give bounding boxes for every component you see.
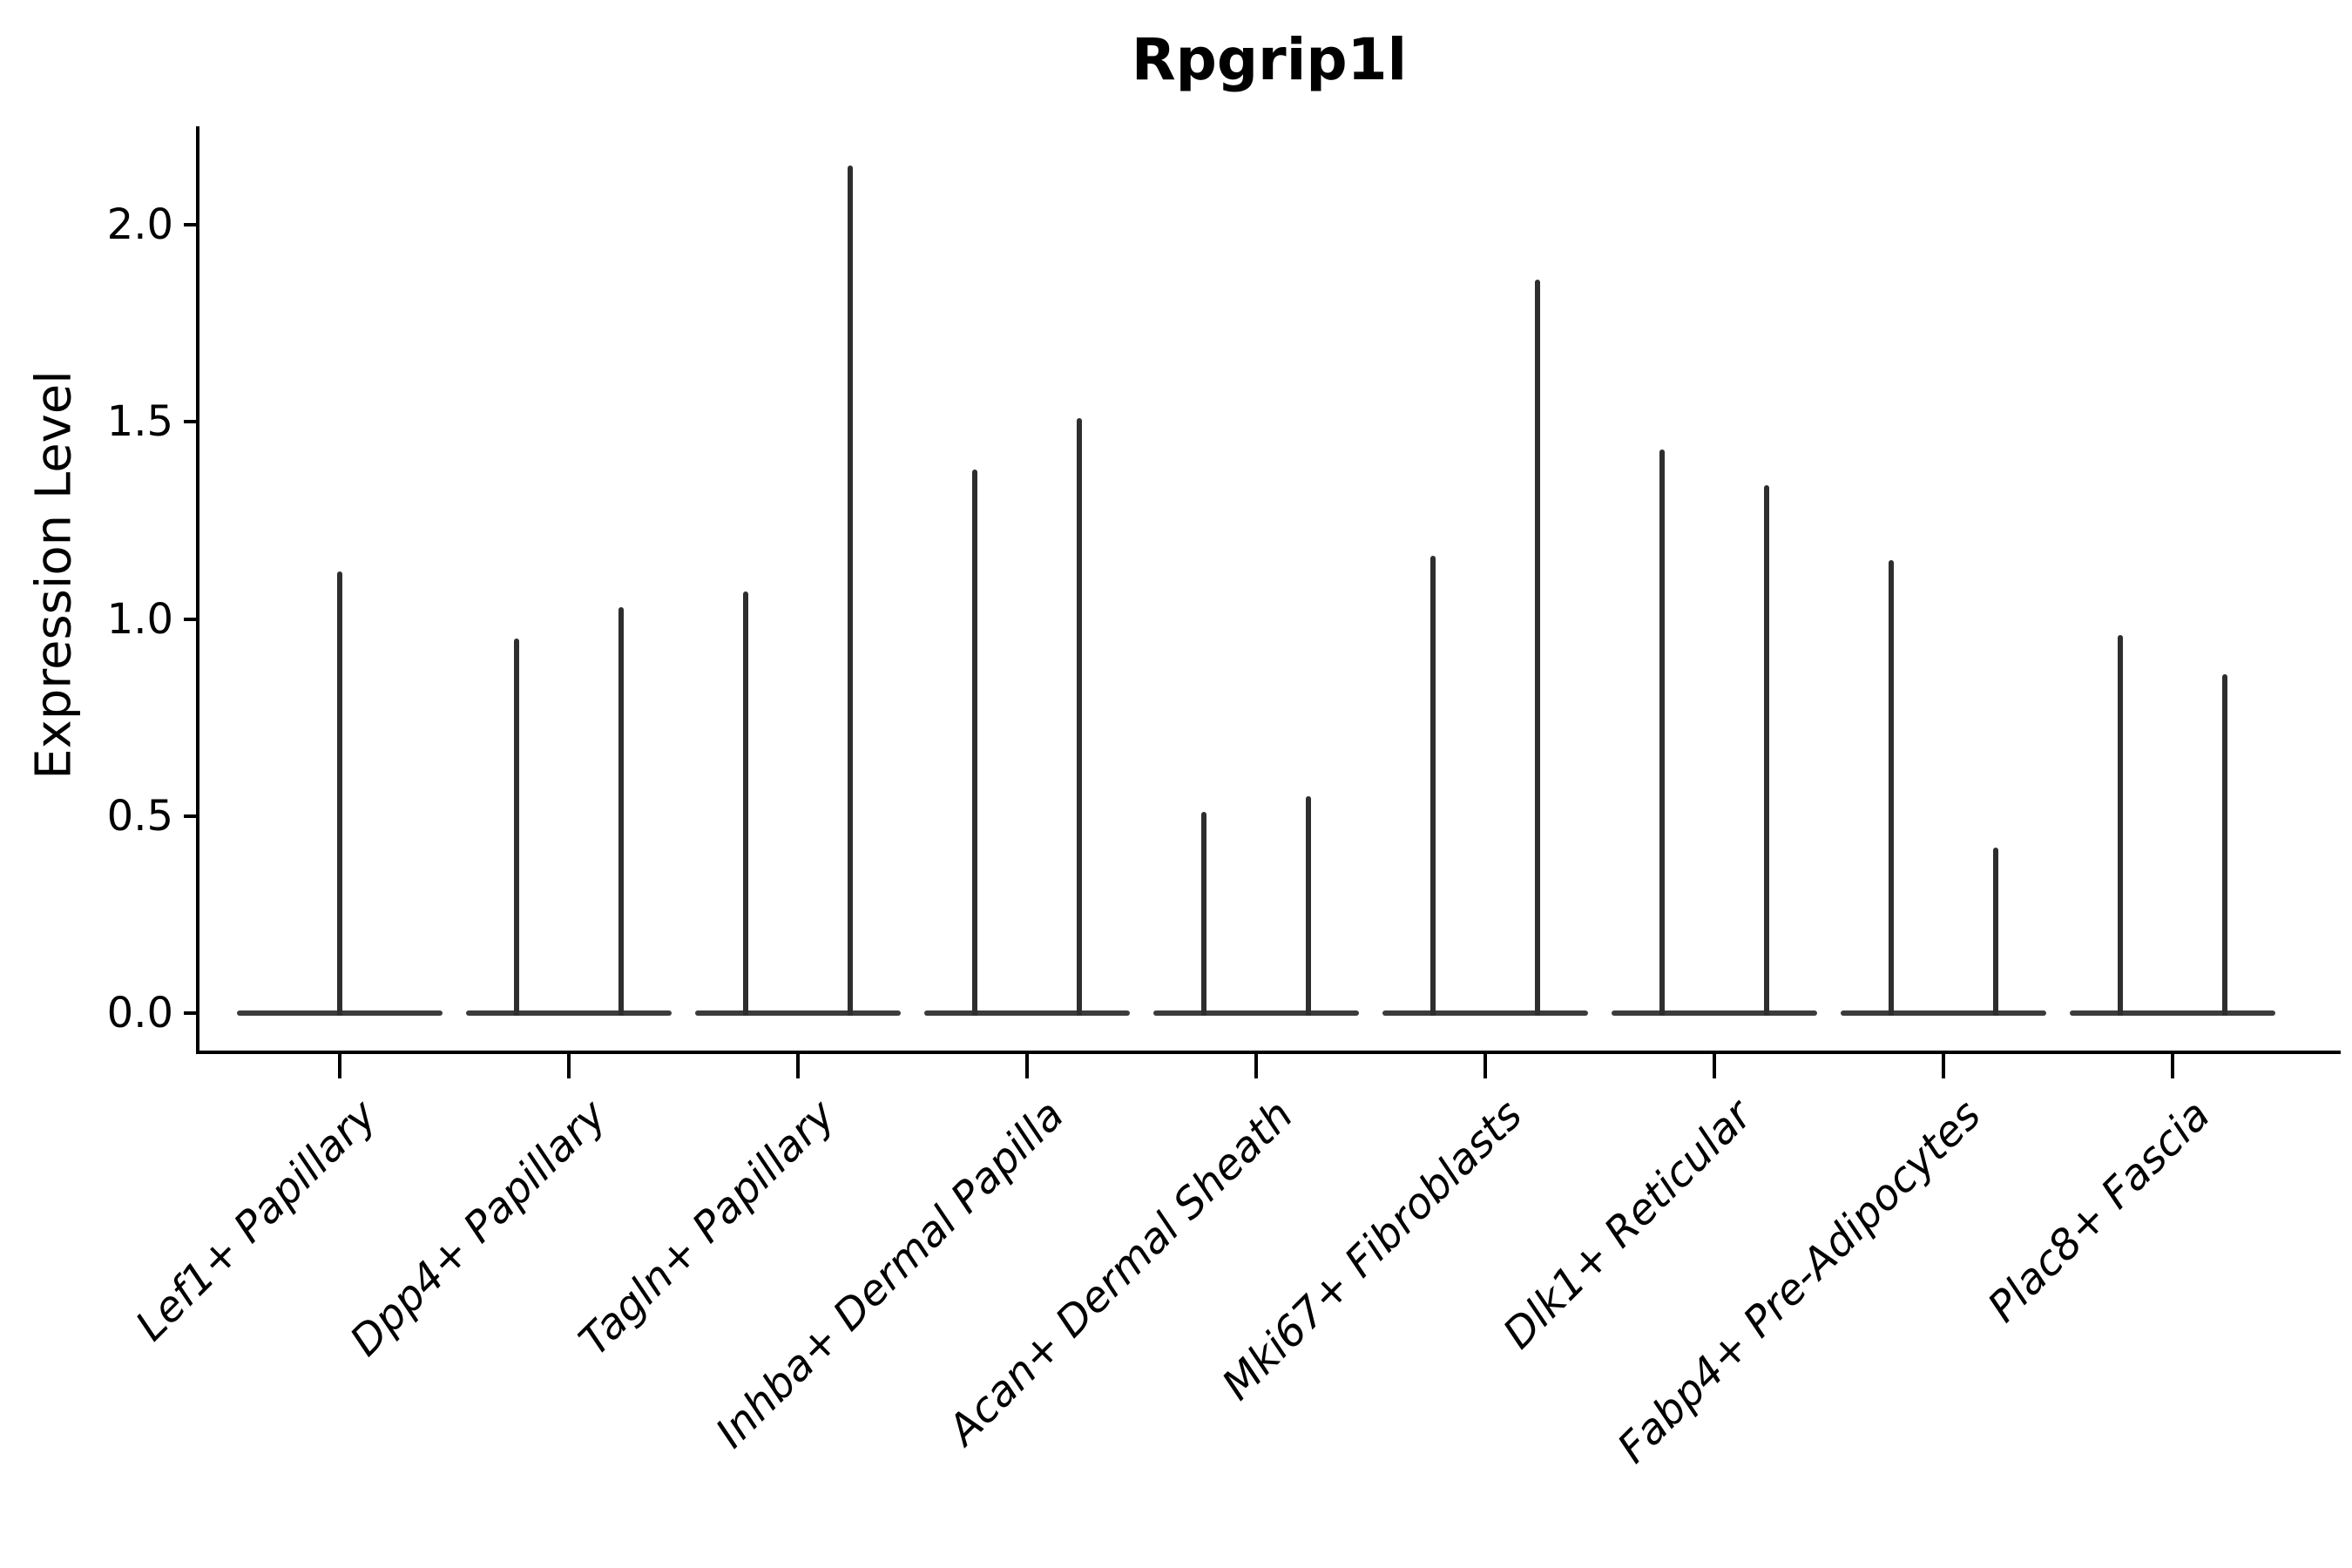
violin-spike: [1764, 484, 1769, 1016]
y-tick-label: 2.0: [106, 200, 173, 249]
x-tick: [1484, 1054, 1487, 1078]
violin-spike: [337, 571, 342, 1016]
violin-spike: [1201, 812, 1206, 1016]
x-axis-category-label: Fabp4+ Pre-Adipocytes: [1608, 1091, 1990, 1473]
violin-spike: [1993, 847, 1998, 1016]
violin-spike: [1430, 556, 1436, 1016]
violin-baseline: [466, 1010, 672, 1016]
violin-baseline: [1382, 1010, 1588, 1016]
violin-baseline: [695, 1010, 901, 1016]
y-axis-spine: [196, 126, 199, 1054]
y-tick: [184, 223, 198, 226]
violin-spike: [1535, 280, 1540, 1016]
x-axis-category-label: Tagln+ Papillary: [570, 1091, 845, 1366]
x-tick: [796, 1054, 800, 1078]
violin-spike: [743, 591, 748, 1016]
violin-spike: [2222, 673, 2227, 1016]
x-tick: [338, 1054, 341, 1078]
violin-baseline: [1841, 1010, 2046, 1016]
x-tick: [567, 1054, 571, 1078]
y-tick: [184, 420, 198, 424]
violin-baseline: [1153, 1010, 1359, 1016]
violin-baseline: [2070, 1010, 2275, 1016]
x-tick: [2171, 1054, 2174, 1078]
plot-title: Rpgrip1l: [1131, 26, 1408, 93]
violin-spike: [1889, 559, 1894, 1016]
x-tick: [1025, 1054, 1029, 1078]
y-tick: [184, 617, 198, 621]
x-tick: [1942, 1054, 1945, 1078]
y-axis-label: Expression Level: [25, 370, 83, 780]
y-tick: [184, 1011, 198, 1015]
y-tick-label: 1.0: [106, 594, 173, 644]
violin-spike: [1306, 796, 1311, 1016]
y-tick-label: 1.5: [106, 397, 173, 447]
violin-spike: [1659, 449, 1665, 1016]
x-axis-category-label: Dlk1+ Reticular: [1493, 1091, 1761, 1359]
y-tick-label: 0.5: [106, 791, 173, 841]
violin-baseline: [924, 1010, 1130, 1016]
violin-spike: [848, 166, 853, 1016]
x-tick: [1254, 1054, 1258, 1078]
x-axis-spine: [196, 1051, 2341, 1054]
violin-spike: [2118, 634, 2123, 1016]
y-tick-label: 0.0: [106, 989, 173, 1037]
x-axis-category-label: Dpp4+ Papillary: [341, 1091, 616, 1366]
violin-spike: [1077, 417, 1082, 1016]
x-axis-category-label: Lef1+ Papillary: [126, 1091, 387, 1351]
violin-baseline: [1612, 1010, 1817, 1016]
violin-spike: [514, 639, 519, 1016]
violin-spike: [972, 469, 977, 1016]
y-tick: [184, 814, 198, 818]
violin-spike: [618, 606, 624, 1016]
x-tick: [1713, 1054, 1716, 1078]
x-axis-category-label: Plac8+ Fascia: [1977, 1091, 2220, 1332]
